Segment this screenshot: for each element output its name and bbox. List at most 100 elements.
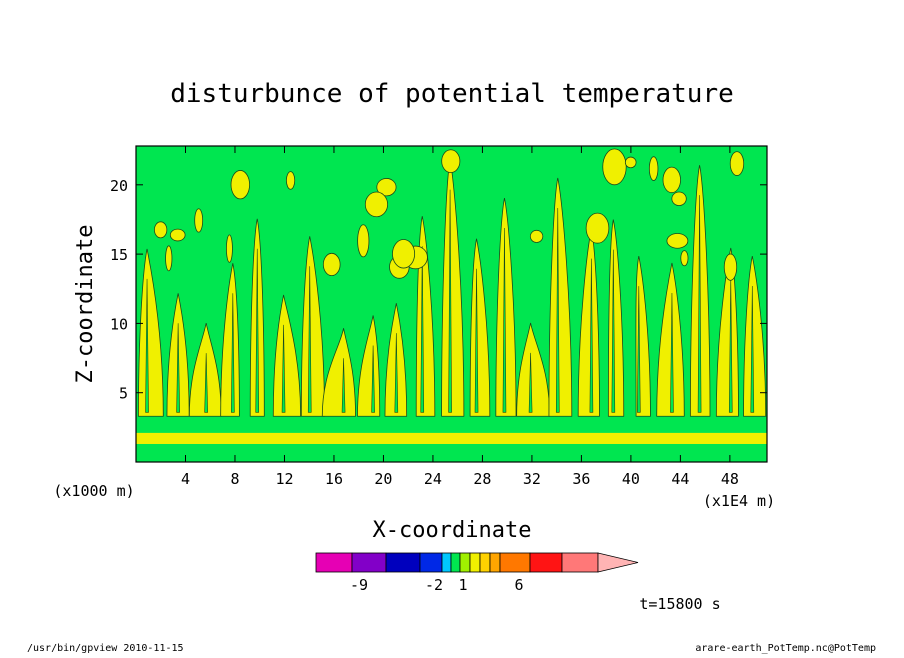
contour-streak (750, 286, 755, 413)
contour-streak (636, 286, 641, 413)
contour-streak (145, 278, 149, 413)
x-tick-label: 32 (523, 470, 541, 488)
contour-patch (357, 224, 370, 258)
contour-patch (671, 191, 687, 206)
x-axis: 4 8 12 16 20 24 28 32 36 40 44 48 (181, 146, 739, 488)
contour-streak (307, 266, 312, 413)
x-axis-title: X-coordinate (373, 518, 532, 543)
contour-plume (188, 323, 222, 417)
contour-patch (154, 221, 168, 239)
x-tick-label: 48 (721, 470, 739, 488)
contour-streak (589, 258, 594, 413)
contour-streak (255, 248, 260, 413)
contour-plume (321, 328, 356, 417)
x-tick-label: 40 (622, 470, 640, 488)
colorbar-segment (459, 552, 471, 573)
colorbar-segment (489, 552, 501, 573)
contour-streak (176, 323, 180, 413)
colorbar-segment (419, 552, 443, 573)
chart-title: disturbunce of potential temperature (170, 79, 734, 109)
contour-patch (680, 250, 689, 267)
colorbar-extend-arrow (597, 552, 639, 573)
contour-plume (516, 322, 551, 417)
contour-patch (322, 252, 341, 277)
x-tick-label: 12 (275, 470, 293, 488)
colorbar: -9 -2 1 6 (315, 552, 639, 594)
y-unit-label: (x1000 m) (53, 482, 134, 500)
colorbar-segment (450, 552, 461, 573)
contour-streak (371, 345, 375, 413)
colorbar-segment (561, 552, 599, 573)
contour-plume (220, 263, 240, 417)
contour-patch (165, 245, 173, 272)
contour-patch (285, 171, 296, 190)
contour-streak (281, 324, 286, 413)
colorbar-segment (351, 552, 387, 573)
contour-patch (230, 170, 250, 200)
colorbar-segment (441, 552, 452, 573)
contour-streak (697, 195, 702, 413)
y-tick-label: 15 (110, 246, 128, 264)
contour-regions (136, 148, 767, 444)
time-annotation: t=15800 s (639, 595, 720, 613)
contour-streak (502, 228, 507, 413)
x-tick-label: 16 (325, 470, 343, 488)
contour-streak (474, 268, 479, 413)
contour-patch (376, 178, 397, 197)
contour-patch (194, 208, 204, 233)
contour-plume (656, 262, 685, 417)
contour-patch (364, 191, 388, 218)
contour-patch (392, 239, 416, 269)
contour-patch (441, 149, 461, 174)
contour-plume (548, 177, 573, 417)
contour-streak (448, 189, 452, 413)
footer-left: /usr/bin/gpview 2010-11-15 (27, 643, 184, 654)
colorbar-segment (315, 552, 353, 573)
contour-streak (231, 293, 235, 413)
low-level-band (136, 432, 767, 444)
contour-streak (204, 353, 208, 413)
contour-patch (666, 233, 689, 249)
contour-streak (341, 358, 346, 413)
y-tick-label: 20 (110, 177, 128, 195)
x-tick-label: 24 (424, 470, 442, 488)
colorbar-tick-label: 1 (458, 576, 467, 594)
contour-plume (300, 236, 325, 417)
footer-right: arare-earth_PotTemp.nc@PotTemp (695, 643, 876, 654)
plot-frame (135, 145, 768, 463)
x-tick-label: 36 (572, 470, 590, 488)
contour-plume (469, 238, 491, 417)
y-axis-title: Z-coordinate (73, 225, 98, 384)
y-tick-label: 10 (110, 315, 128, 333)
contour-patch (226, 234, 233, 263)
contour-plume (743, 255, 767, 417)
x-tick-label: 8 (230, 470, 239, 488)
y-axis: 5 10 15 20 (110, 177, 767, 403)
contour-patch (602, 148, 627, 186)
contour-patch (723, 253, 738, 281)
colorbar-tick-label: -9 (350, 576, 368, 594)
contour-streak (555, 207, 560, 413)
contour-patch (585, 212, 610, 244)
colorbar-segment (479, 552, 491, 573)
contour-streak (611, 249, 616, 413)
x-tick-label: 44 (671, 470, 689, 488)
contour-field (136, 146, 767, 462)
x-tick-label: 28 (473, 470, 491, 488)
contour-streak (728, 277, 733, 413)
colorbar-segment (529, 552, 563, 573)
x-tick-label: 20 (374, 470, 392, 488)
contour-patch (624, 156, 637, 169)
colorbar-tick-label: -2 (425, 576, 443, 594)
contour-patch (169, 228, 186, 242)
x-unit-label: (x1E4 m) (703, 492, 775, 510)
y-tick-label: 5 (119, 385, 128, 403)
contour-plume (138, 248, 164, 417)
colorbar-segment (469, 552, 481, 573)
contour-streak (670, 292, 674, 413)
contour-patch (529, 229, 544, 243)
contour-patch (662, 166, 681, 194)
contour-plume (715, 247, 739, 417)
contour-patch (648, 156, 659, 181)
